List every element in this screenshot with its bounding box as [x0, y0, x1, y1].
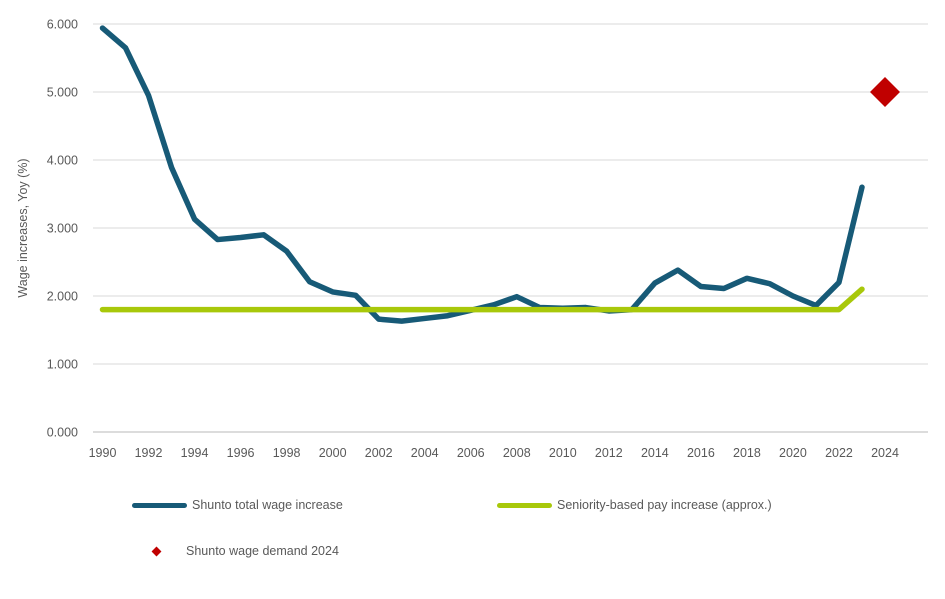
- x-tick-label: 2002: [365, 446, 393, 460]
- x-tick-label: 1994: [181, 446, 209, 460]
- legend-label-seniority-pay: Seniority-based pay increase (approx.): [557, 498, 772, 512]
- y-tick-label: 1.000: [47, 357, 78, 371]
- x-tick-labels: 1990 1992 1994 1996 1998 2000 2002 2004 2006 2008…: [89, 446, 899, 460]
- series-line-1: [99, 286, 865, 313]
- legend-label-shunto-total: Shunto total wage increase: [192, 498, 343, 512]
- x-tick-label: 2014: [641, 446, 669, 460]
- x-tick-label: 2006: [457, 446, 485, 460]
- x-tick-label: 2004: [411, 446, 439, 460]
- y-tick-label: 2.000: [47, 289, 78, 303]
- legend-item-seniority-pay: Seniority-based pay increase (approx.): [497, 497, 772, 513]
- series-line-0: [99, 25, 865, 324]
- legend-item-shunto-total: Shunto total wage increase: [132, 497, 343, 513]
- x-tick-label: 2016: [687, 446, 715, 460]
- legend-line-swatch-seniority-pay: [497, 502, 552, 508]
- y-tick-label: 0.000: [47, 425, 78, 439]
- y-tick-label: 4.000: [47, 153, 78, 167]
- x-tick-label: 2000: [319, 446, 347, 460]
- x-tick-label: 2012: [595, 446, 623, 460]
- y-tick-label: 5.000: [47, 85, 78, 99]
- y-tick-label: 3.000: [47, 221, 78, 235]
- wage-demand-diamond-marker: [870, 77, 900, 107]
- x-tick-label: 1998: [273, 446, 301, 460]
- x-tick-label: 2024: [871, 446, 899, 460]
- legend-line-swatch-shunto-total: [132, 502, 187, 508]
- gridlines: [93, 23, 928, 433]
- x-tick-label: 2020: [779, 446, 807, 460]
- x-tick-label: 2018: [733, 446, 761, 460]
- x-tick-label: 2010: [549, 446, 577, 460]
- y-axis-title: Wage increases, Yoy (%): [16, 158, 30, 297]
- y-tick-labels: 0.000 1.000 2.000 3.000 4.000 5.000 6.000: [47, 17, 78, 439]
- legend-item-wage-demand: Shunto wage demand 2024: [151, 543, 339, 559]
- x-tick-label: 1992: [135, 446, 163, 460]
- y-tick-label: 6.000: [47, 17, 78, 31]
- x-tick-label: 2008: [503, 446, 531, 460]
- legend-diamond-swatch-wage-demand: [151, 546, 162, 556]
- legend-label-wage-demand: Shunto wage demand 2024: [186, 544, 339, 558]
- x-tick-label: 1996: [227, 446, 255, 460]
- x-tick-label: 2022: [825, 446, 853, 460]
- x-tick-label: 1990: [89, 446, 117, 460]
